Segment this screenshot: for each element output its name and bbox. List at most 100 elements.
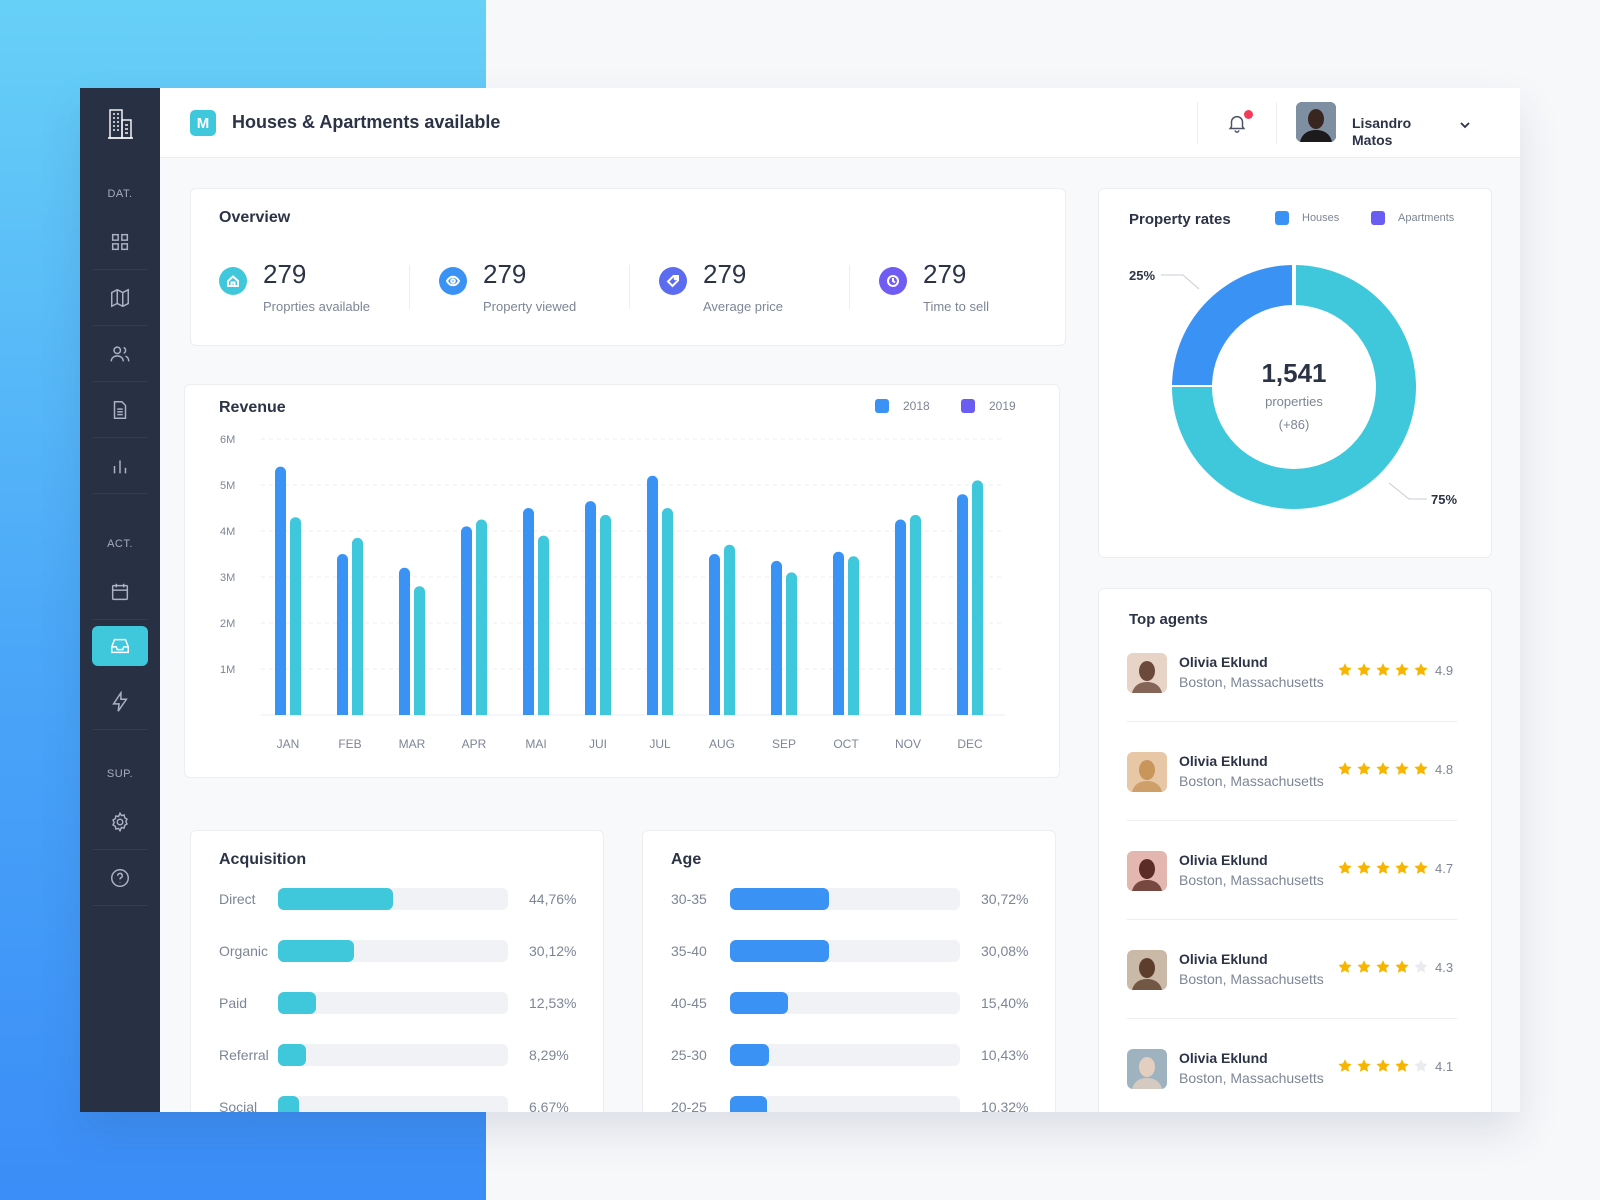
bar-2019-mai[interactable] — [538, 535, 549, 715]
legend-houses[interactable]: Houses — [1275, 211, 1339, 225]
sidebar-item-settings[interactable] — [92, 794, 148, 850]
slice-label-apartments: 75% — [1431, 492, 1457, 507]
stat-divider — [849, 265, 850, 309]
legend-2019[interactable]: 2019 — [961, 399, 1016, 413]
star-icon — [1357, 663, 1371, 676]
agent-name[interactable]: Olivia Eklund — [1179, 951, 1268, 967]
agent-row[interactable]: Olivia Eklund Boston, Massachusetts 4.8 — [1127, 748, 1457, 808]
acquisition-row: Paid 12,53% — [219, 992, 599, 1016]
acquisition-row: Referral 8,29% — [219, 1044, 599, 1068]
sidebar-item-inbox[interactable] — [92, 626, 148, 666]
agent-avatar[interactable] — [1127, 653, 1167, 693]
dashboard-window: DAT. ACT. SUP. — [80, 88, 1520, 1112]
age-card: Age 30-35 30,72% 35-40 30,08% 40-45 15,40% 25-… — [642, 830, 1056, 1112]
agent-row[interactable]: Olivia Eklund Boston, Massachusetts 4.9 — [1127, 649, 1457, 709]
agent-name[interactable]: Olivia Eklund — [1179, 852, 1268, 868]
bar-2018-mai[interactable] — [523, 508, 534, 715]
bar-2019-jul[interactable] — [662, 508, 673, 715]
bar-2019-feb[interactable] — [352, 537, 363, 715]
bar-base-2019-nov — [910, 709, 921, 715]
age-row: 25-30 10,43% — [671, 1044, 1051, 1068]
agent-avatar[interactable] — [1127, 851, 1167, 891]
grid-icon — [111, 233, 129, 250]
sidebar-section-support: SUP. — [106, 768, 134, 780]
donut-slice-houses[interactable] — [1172, 265, 1292, 385]
sidebar-item-activity[interactable] — [92, 674, 148, 730]
revenue-bar-chart: 1M 2M 3M 4M 5M 6M JAN FEB MAR APR MAI JUI JUL AUG SEP O… — [220, 434, 1005, 751]
bar-2018-apr[interactable] — [461, 526, 472, 715]
sidebar-item-users[interactable] — [92, 326, 148, 382]
bar-2019-jui[interactable] — [600, 514, 611, 715]
acquisition-bar-fill — [278, 888, 393, 910]
bar-2018-nov[interactable] — [895, 519, 906, 716]
acquisition-row: Direct 44,76% — [219, 888, 599, 912]
notifications-button[interactable] — [1197, 102, 1277, 144]
sidebar-item-documents[interactable] — [92, 382, 148, 438]
bar-2018-jan[interactable] — [275, 466, 286, 715]
y-tick-label: 1M — [220, 664, 235, 676]
stat-value: 279 — [923, 259, 967, 289]
user-avatar[interactable] — [1296, 102, 1336, 142]
bar-2018-sep[interactable] — [771, 560, 782, 715]
donut-total-delta: (+86) — [1279, 417, 1310, 432]
stat-value: 279 — [703, 259, 747, 289]
legend-2018[interactable]: 2018 — [875, 399, 930, 413]
agent-avatar[interactable] — [1127, 950, 1167, 990]
bar-2018-dec[interactable] — [957, 494, 968, 715]
age-percentage: 30,72% — [981, 891, 1029, 907]
agent-avatar-illustration — [1127, 653, 1167, 693]
sidebar-item-stats[interactable] — [92, 438, 148, 494]
bar-2019-oct[interactable] — [848, 556, 859, 715]
sidebar-item-help[interactable] — [92, 850, 148, 906]
donut-slice-apartments[interactable] — [1172, 265, 1416, 509]
agent-row[interactable]: Olivia Eklund Boston, Massachusetts 4.7 — [1127, 847, 1457, 907]
bar-2019-apr[interactable] — [476, 519, 487, 716]
bar-2019-mar[interactable] — [414, 586, 425, 715]
agent-location: Boston, Massachusetts — [1179, 674, 1324, 690]
agent-row[interactable]: Olivia Eklund Boston, Massachusetts 4.1 — [1127, 1045, 1457, 1105]
age-bar-fill — [730, 1096, 767, 1112]
acquisition-percentage: 30,12% — [529, 943, 577, 959]
sidebar-item-dashboard[interactable] — [92, 214, 148, 270]
bar-2019-aug[interactable] — [724, 544, 735, 715]
bar-2018-feb[interactable] — [337, 554, 348, 715]
lightning-icon — [112, 690, 128, 712]
star-icon — [1357, 762, 1371, 775]
acquisition-label: Organic — [219, 943, 269, 959]
agent-name[interactable]: Olivia Eklund — [1179, 654, 1268, 670]
bar-2018-jui[interactable] — [585, 501, 596, 715]
age-label: 20-25 — [671, 1099, 707, 1112]
sidebar-item-calendar[interactable] — [92, 564, 148, 620]
star-icon — [1338, 960, 1352, 973]
x-tick-label: SEP — [772, 737, 796, 751]
age-bar-fill — [730, 888, 829, 910]
sidebar-item-map[interactable] — [92, 270, 148, 326]
agent-star-rating — [1337, 959, 1432, 975]
building-logo-icon[interactable] — [106, 108, 134, 140]
user-name[interactable]: Lisandro Matos — [1352, 115, 1412, 148]
age-bar-track — [730, 888, 960, 910]
agent-row[interactable]: Olivia Eklund Boston, Massachusetts 4.3 — [1127, 946, 1457, 1006]
agent-name[interactable]: Olivia Eklund — [1179, 1050, 1268, 1066]
revenue-title: Revenue — [219, 399, 286, 416]
agent-divider — [1127, 919, 1457, 920]
agent-avatar[interactable] — [1127, 752, 1167, 792]
bar-2019-nov[interactable] — [910, 514, 921, 715]
bar-base-2019-feb — [352, 709, 363, 715]
stat-label: Proprties available — [263, 299, 370, 314]
bar-base-2018-mar — [399, 709, 410, 715]
star-icon — [1376, 861, 1390, 874]
bar-2019-jan[interactable] — [290, 517, 301, 715]
chevron-down-icon[interactable] — [1458, 118, 1472, 132]
agent-avatar[interactable] — [1127, 1049, 1167, 1089]
bar-2018-oct[interactable] — [833, 551, 844, 715]
legend-apartments[interactable]: Apartments — [1371, 211, 1454, 225]
acquisition-bar-track — [278, 992, 508, 1014]
bar-2019-dec[interactable] — [972, 480, 983, 715]
bar-2019-sep[interactable] — [786, 572, 797, 715]
bar-2018-jul[interactable] — [647, 475, 658, 715]
bar-2018-aug[interactable] — [709, 554, 720, 715]
agent-name[interactable]: Olivia Eklund — [1179, 753, 1268, 769]
brand-badge[interactable]: M — [190, 110, 216, 136]
bar-2018-mar[interactable] — [399, 567, 410, 715]
